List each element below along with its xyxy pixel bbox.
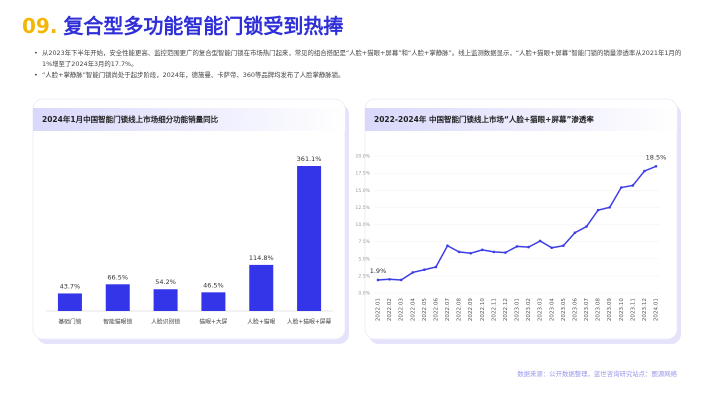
x-tick-label: 2023.11 <box>630 298 636 322</box>
point <box>654 164 658 168</box>
data-label: 66.5% <box>107 273 128 281</box>
x-tick-label: 2023.01 <box>515 298 521 322</box>
x-tick-label: 2022.10 <box>480 298 486 322</box>
data-label: 361.1% <box>297 155 322 163</box>
x-tick-label: 2023.03 <box>538 298 544 322</box>
y-tick-label: 12.5% <box>355 205 370 211</box>
point <box>399 278 403 282</box>
point <box>527 245 530 249</box>
bullet: 从2023年下半年开始，安全性能更高、监控范围更广的复合型智能门锁在市场热门起来… <box>34 48 684 70</box>
chart-title: 2022-2024年 中国智能门锁线上市场“人脸+猫眼+屏幕”渗透率 <box>374 114 594 124</box>
x-tick-label: 2022.02 <box>387 298 393 321</box>
x-tick-label: 2023.12 <box>642 298 648 321</box>
point <box>550 246 554 250</box>
x-tick-label: 2023.06 <box>572 298 578 322</box>
x-tick-label: 人脸+猫眼+屏幕 <box>287 318 332 326</box>
point <box>504 251 507 254</box>
point <box>596 208 600 212</box>
point <box>562 244 565 248</box>
card-header <box>365 108 677 131</box>
bullet: “人脸+掌静脉”智能门锁尚处于起步阶段，2024年，德施曼、卡萨帝、360等品牌… <box>34 70 684 81</box>
bar <box>201 292 226 311</box>
x-tick-label: 人脸+猫眼 <box>247 318 275 326</box>
x-tick-label: 2023.05 <box>561 298 567 322</box>
header-title: 复合型多功能智能门锁受到热捧 <box>63 14 344 38</box>
point <box>643 169 646 173</box>
x-tick-label: 2022.07 <box>445 298 451 322</box>
bar <box>249 264 274 311</box>
data-label: 18.5% <box>646 153 667 161</box>
bar <box>57 293 82 311</box>
x-tick-label: 2022.06 <box>433 298 439 322</box>
chart-title: 2024年1月中国智能门锁线上市场细分功能销量同比 <box>42 114 219 124</box>
x-tick-label: 2022.05 <box>422 298 428 322</box>
data-label: 46.5% <box>203 281 224 289</box>
card <box>364 98 678 340</box>
x-tick-label: 2022.12 <box>503 298 509 321</box>
point <box>538 239 542 243</box>
point <box>515 245 519 248</box>
x-tick-label: 2022.08 <box>457 298 463 322</box>
y-tick-label: 20.0% <box>355 154 370 160</box>
card-header <box>33 108 345 131</box>
y-tick-label: 7.5% <box>358 239 370 245</box>
x-tick-label: 基础门锁 <box>58 318 81 326</box>
x-tick-label: 2022.01 <box>376 298 382 322</box>
point <box>376 278 380 282</box>
source: 数据来源：公开数据整理，蓝世咨询研究站点：图源网络 <box>517 370 677 378</box>
x-tick-label: 2022.09 <box>468 298 474 322</box>
point <box>631 184 635 187</box>
data-label: 54.2% <box>155 278 176 286</box>
point <box>388 278 391 281</box>
data-label: 114.8% <box>249 254 274 262</box>
point <box>434 265 438 269</box>
x-tick-label: 2023.09 <box>607 298 613 322</box>
y-tick-label: 2.5% <box>358 273 370 279</box>
header-number: 09. <box>22 14 58 38</box>
point <box>492 250 496 254</box>
data-label: 1.9% <box>370 267 387 275</box>
point <box>411 271 415 274</box>
y-tick-label: 5.0% <box>358 256 370 262</box>
y-tick-label: 0.0% <box>358 291 370 297</box>
point <box>619 186 623 189</box>
data-label: 43.7% <box>60 282 81 290</box>
y-tick-label: 15.0% <box>355 188 370 194</box>
x-tick-label: 2023.04 <box>549 298 555 322</box>
y-tick-label: 10.0% <box>355 222 370 228</box>
point <box>585 225 588 228</box>
bullets: 从2023年下半年开始，安全性能更高、监控范围更广的复合型智能门锁在市场热门起来… <box>34 48 684 81</box>
x-tick-label: 猫眼+大屏 <box>199 318 227 326</box>
bar <box>105 284 130 311</box>
point <box>573 231 577 235</box>
x-tick-label: 人脸识别锁 <box>151 318 180 326</box>
x-tick-label: 2023.02 <box>526 298 532 321</box>
x-tick-label: 智能猫眼锁 <box>103 318 132 326</box>
x-tick-label: 2023.08 <box>596 298 602 322</box>
bar <box>297 166 322 311</box>
x-tick-label: 2024.01 <box>654 298 660 322</box>
point <box>446 244 449 248</box>
y-tick-label: 17.5% <box>355 171 370 177</box>
point <box>469 251 472 255</box>
bar <box>153 289 178 311</box>
point <box>457 250 461 254</box>
x-tick-label: 2022.03 <box>399 298 405 322</box>
x-tick-label: 2023.10 <box>619 298 625 322</box>
header: 09. 复合型多功能智能门锁受到热捧 <box>22 10 343 39</box>
point <box>423 268 426 272</box>
x-tick-label: 2023.07 <box>584 298 590 322</box>
point <box>480 248 484 252</box>
point <box>608 206 611 209</box>
x-tick-label: 2022.11 <box>491 298 497 322</box>
x-tick-label: 2022.04 <box>410 298 416 322</box>
